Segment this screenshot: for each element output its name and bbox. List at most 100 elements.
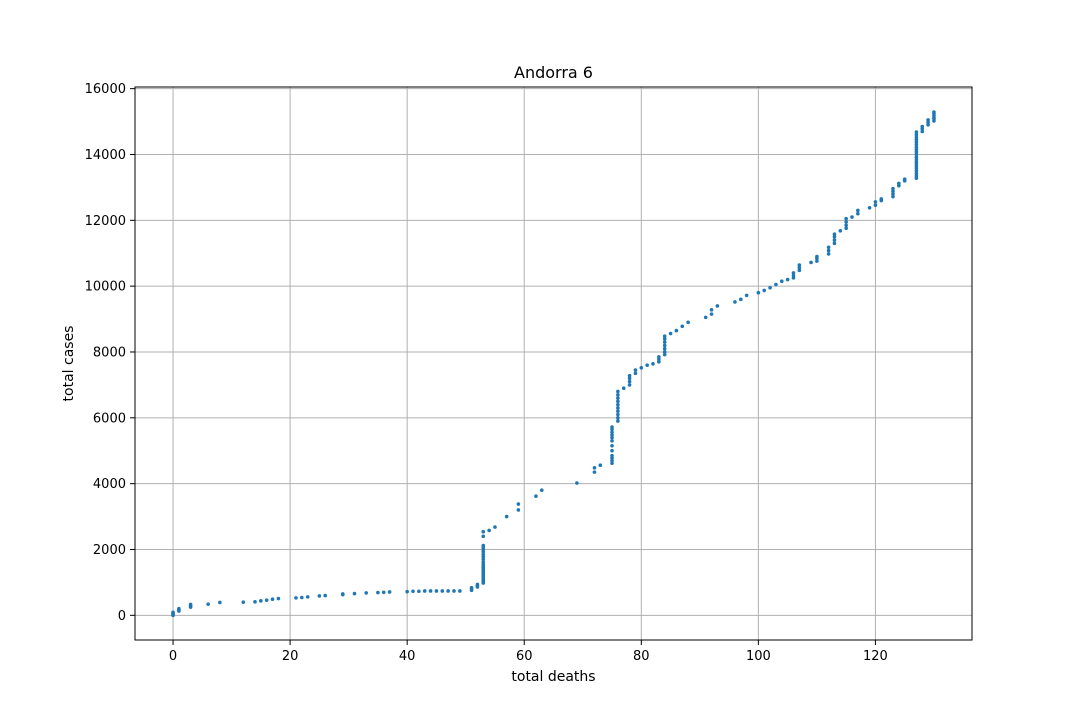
data-point <box>774 282 778 287</box>
x-tick-label: 40 <box>399 649 416 664</box>
data-point <box>475 582 480 587</box>
data-point <box>926 123 930 127</box>
data-point <box>592 466 597 470</box>
data-point <box>657 360 661 364</box>
data-point <box>616 392 620 397</box>
data-point <box>797 263 802 267</box>
data-point <box>633 368 638 372</box>
data-point <box>616 419 620 423</box>
chart-title: Andorra 6 <box>514 63 593 82</box>
data-point <box>411 589 415 594</box>
data-point <box>317 594 322 598</box>
x-axis-label: total deaths <box>511 669 595 685</box>
data-point <box>645 363 649 367</box>
data-point <box>914 152 919 157</box>
data-point <box>856 208 860 213</box>
data-point <box>305 595 310 599</box>
data-point <box>539 488 544 493</box>
data-point <box>452 589 456 593</box>
data-point <box>668 331 673 336</box>
data-point <box>844 216 848 221</box>
x-axis: 0 20 40 60 80 100 120 <box>169 640 888 664</box>
data-point <box>610 461 614 466</box>
data-point <box>662 334 667 338</box>
data-point <box>733 300 737 304</box>
y-tick-label: 16000 <box>85 82 126 97</box>
x-tick-label: 60 <box>516 649 533 664</box>
data-point <box>891 192 895 196</box>
grid <box>135 87 972 640</box>
y-tick-label: 0 <box>118 609 126 624</box>
data-point <box>616 402 620 407</box>
data-point <box>300 595 304 600</box>
data-point <box>791 271 796 275</box>
data-point <box>867 206 872 210</box>
data-point <box>785 277 790 282</box>
data-point <box>891 189 895 194</box>
data-point <box>270 597 275 601</box>
data-point <box>744 293 749 298</box>
data-point <box>920 129 925 134</box>
data-point <box>914 171 919 176</box>
data-point <box>639 365 644 370</box>
data-point <box>610 453 614 458</box>
data-point <box>815 259 819 263</box>
data-point <box>914 132 919 137</box>
data-point <box>616 399 620 404</box>
data-point <box>920 124 925 129</box>
data-point <box>703 315 708 320</box>
data-point <box>662 350 667 354</box>
data-point <box>674 328 679 333</box>
data-point <box>826 252 831 256</box>
x-tick-label: 80 <box>633 649 650 664</box>
data-point <box>446 589 450 593</box>
data-point <box>627 383 632 387</box>
data-point <box>902 177 907 181</box>
data-point <box>826 248 831 253</box>
data-point <box>481 560 486 564</box>
data-point <box>709 312 714 316</box>
data-point <box>809 260 813 265</box>
data-point <box>575 481 579 485</box>
data-point <box>926 118 930 122</box>
data-point <box>610 458 614 463</box>
y-tick-label: 6000 <box>93 411 126 426</box>
data-point <box>826 245 831 250</box>
data-point <box>791 273 796 278</box>
y-tick-label: 14000 <box>85 148 126 163</box>
data-point <box>844 220 848 224</box>
data-point <box>264 598 269 602</box>
data-point <box>832 238 837 242</box>
data-point <box>844 223 848 228</box>
data-point <box>616 416 620 420</box>
data-point <box>481 534 486 539</box>
data-point <box>387 590 392 594</box>
data-point <box>458 589 462 593</box>
data-point <box>440 589 445 593</box>
data-point <box>914 130 919 134</box>
data-point <box>756 290 761 295</box>
y-axis-label: total cases <box>61 326 77 402</box>
data-point <box>680 324 685 329</box>
data-point <box>662 352 667 357</box>
data-point <box>914 135 919 140</box>
data-point <box>352 591 357 596</box>
data-point <box>405 589 409 594</box>
data-point <box>873 203 878 207</box>
data-point <box>610 435 614 440</box>
data-point <box>897 181 901 186</box>
data-point <box>610 430 614 435</box>
data-point <box>879 197 884 201</box>
data-point <box>627 376 632 381</box>
data-point <box>610 433 614 437</box>
data-point <box>715 304 720 308</box>
data-point <box>598 463 603 468</box>
data-point <box>481 552 486 557</box>
y-tick-label: 10000 <box>85 280 126 295</box>
data-point <box>762 288 767 293</box>
data-point <box>206 602 210 606</box>
data-point <box>340 592 345 596</box>
data-point <box>481 543 486 548</box>
data-point <box>932 110 936 114</box>
